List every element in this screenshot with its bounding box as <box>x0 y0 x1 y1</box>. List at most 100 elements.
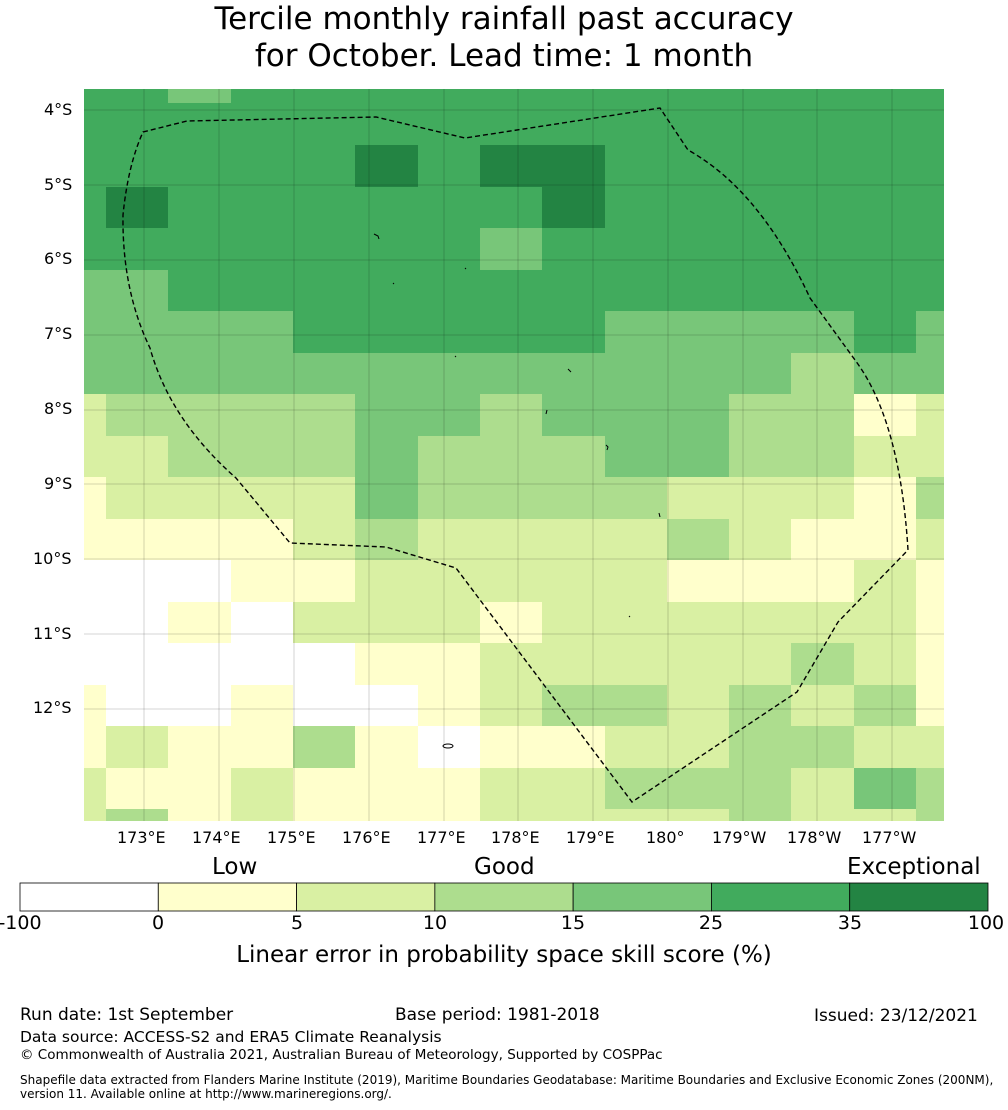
lat-tick-11s: 11°S <box>33 624 72 643</box>
skill-cell <box>667 477 729 519</box>
skill-cell <box>854 394 916 436</box>
skill-cell <box>106 89 168 103</box>
copyright: © Commonwealth of Australia 2021, Austra… <box>20 1047 663 1063</box>
skill-cell <box>231 643 293 685</box>
skill-cell <box>168 685 231 726</box>
skill-cell <box>480 145 542 187</box>
skill-cell <box>791 353 854 394</box>
skill-cell <box>791 602 854 643</box>
skill-cell <box>480 560 542 602</box>
skill-cell <box>418 726 480 768</box>
skill-cell <box>84 477 106 519</box>
skill-cell <box>231 353 293 394</box>
skill-cell <box>542 353 605 394</box>
category-low: Low <box>212 854 258 880</box>
skill-cell <box>293 768 355 809</box>
skill-cell <box>418 89 480 103</box>
skill-cell <box>605 809 667 821</box>
skill-cell <box>854 311 916 353</box>
skill-cell <box>791 726 854 768</box>
skill-cell <box>791 145 854 187</box>
skill-cell <box>355 394 418 436</box>
skill-cell <box>542 560 605 602</box>
skill-cell <box>480 519 542 560</box>
skill-cell <box>916 89 944 103</box>
skill-cell <box>106 311 168 353</box>
skill-cell <box>231 311 293 353</box>
skill-cell <box>605 187 667 228</box>
skill-cell <box>729 311 791 353</box>
skill-cell <box>791 809 854 821</box>
skill-cell <box>106 477 168 519</box>
skill-cell <box>293 726 355 768</box>
colorbar-title: Linear error in probability space skill … <box>236 942 772 968</box>
skill-cell <box>854 353 916 394</box>
skill-cell <box>293 311 355 353</box>
skill-cell <box>231 685 293 726</box>
skill-cell <box>480 768 542 809</box>
skill-cell <box>106 436 168 477</box>
lon-tick-174e: 174°E <box>192 828 241 847</box>
cb-tick-35: 35 <box>837 912 863 934</box>
skill-cell <box>480 311 542 353</box>
skill-cell <box>667 602 729 643</box>
skill-cell <box>667 519 729 560</box>
skill-cell <box>355 685 418 726</box>
skill-cell <box>854 270 916 311</box>
skill-cell <box>605 270 667 311</box>
skill-cell <box>667 228 729 270</box>
skill-cell <box>605 103 667 145</box>
colorbar-bin <box>572 882 712 912</box>
skill-cell <box>355 519 418 560</box>
cb-tick-5: 5 <box>290 912 304 934</box>
lon-tick-178e: 178°E <box>491 828 540 847</box>
skill-cell <box>791 643 854 685</box>
skill-cell <box>542 519 605 560</box>
cb-tick-0: 0 <box>151 912 165 934</box>
skill-cell <box>355 187 418 228</box>
skill-cell <box>791 560 854 602</box>
skill-cell <box>293 353 355 394</box>
skill-cell <box>480 726 542 768</box>
skill-cell <box>106 228 168 270</box>
skill-cell <box>729 726 791 768</box>
skill-cell <box>84 436 106 477</box>
skill-cell <box>106 685 168 726</box>
skill-cell <box>605 726 667 768</box>
skill-cell <box>106 768 168 809</box>
skill-cell <box>293 602 355 643</box>
skill-cell <box>355 726 418 768</box>
skill-cell <box>355 311 418 353</box>
skill-cell <box>791 685 854 726</box>
skill-cell <box>293 187 355 228</box>
skill-cell <box>729 809 791 821</box>
skill-cell <box>791 436 854 477</box>
skill-cell <box>791 187 854 228</box>
skill-cell <box>293 89 355 103</box>
graticule <box>84 89 944 821</box>
skill-cell <box>293 809 355 821</box>
skill-cell <box>916 560 944 602</box>
skill-cell <box>293 436 355 477</box>
skill-cell <box>106 394 168 436</box>
skill-cell <box>293 477 355 519</box>
skill-cell <box>791 228 854 270</box>
skill-cell <box>418 353 480 394</box>
skill-cell <box>667 685 729 726</box>
skill-cell <box>667 436 729 477</box>
skill-cell <box>729 602 791 643</box>
skill-cell <box>729 145 791 187</box>
skill-cell <box>84 187 106 228</box>
skill-cell <box>231 270 293 311</box>
skill-cell <box>168 726 231 768</box>
skill-cell <box>231 726 293 768</box>
skill-cell <box>916 187 944 228</box>
skill-cell <box>231 519 293 560</box>
skill-cell <box>168 145 231 187</box>
skill-cell <box>293 394 355 436</box>
cb-tick-10: 10 <box>422 912 448 934</box>
skill-cell <box>355 228 418 270</box>
skill-cell <box>106 602 168 643</box>
skill-cell <box>729 519 791 560</box>
skill-cell <box>542 89 605 103</box>
